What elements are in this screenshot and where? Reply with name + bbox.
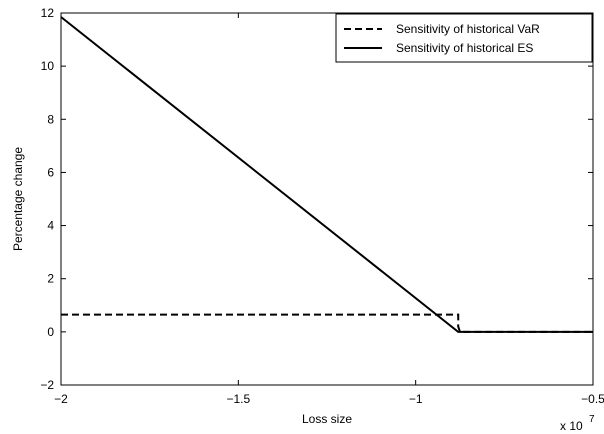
plot-area [61,13,593,385]
x-tick-label: −1.5 [226,392,250,406]
x-axis-label: Loss size [302,412,352,426]
plot-frame [60,12,594,386]
x-tick-label: −2 [54,392,68,406]
svg-text:7: 7 [589,414,595,425]
legend: Sensitivity of historical VaR Sensitivit… [335,13,593,63]
tick-layer: −2 −1.5 −1 −0.5 −2 0 2 4 6 8 10 12 [40,6,604,406]
x-tick-label: −1 [409,392,423,406]
legend-label-var: Sensitivity of historical VaR [396,22,540,36]
y-tick-label: 8 [47,112,54,126]
legend-label-es: Sensitivity of historical ES [396,41,533,55]
y-tick-label: 0 [47,325,54,339]
svg-text:x 10: x 10 [560,419,583,433]
x-tick-label: −0.5 [581,392,604,406]
y-tick-label: −2 [40,378,54,392]
y-tick-label: 10 [41,59,55,73]
y-tick-label: 4 [47,219,54,233]
y-tick-label: 2 [47,272,54,286]
y-tick-label: 12 [41,6,55,20]
series-line-var [61,313,593,333]
y-tick-label: 6 [47,165,54,179]
x-multiplier: x 10 7 [560,414,595,433]
y-axis-label: Percentage change [11,147,25,251]
series-layer [60,16,593,333]
series-line-es [60,16,593,333]
legend-box [335,13,593,63]
